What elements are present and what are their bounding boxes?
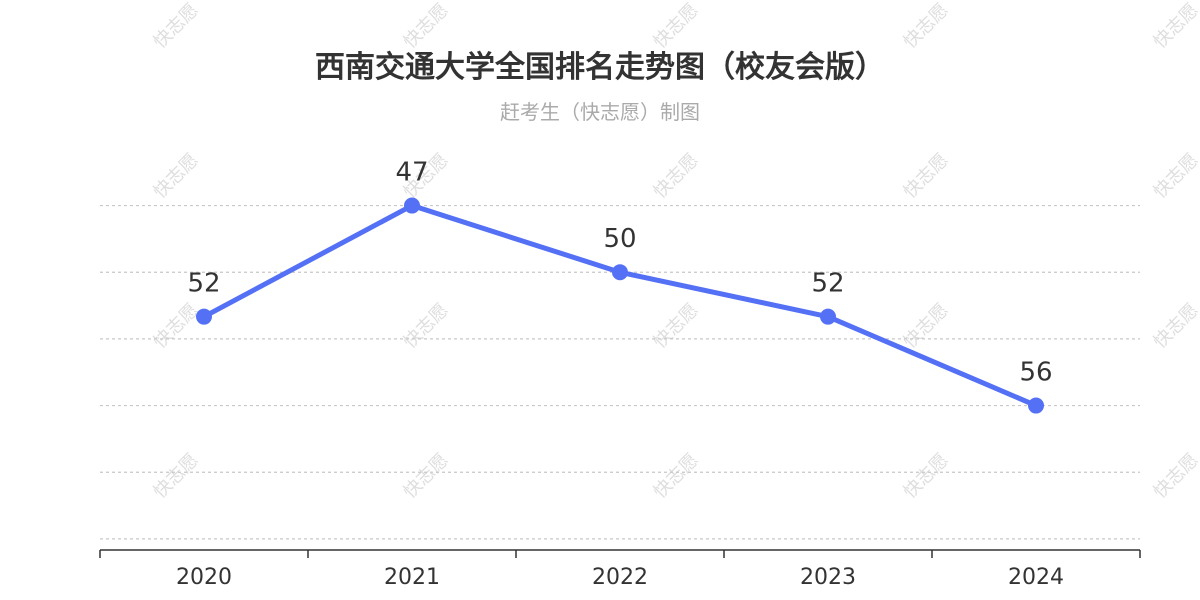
watermark-text: 快志愿 [1150, 150, 1200, 203]
data-label: 52 [811, 269, 844, 299]
watermark-text: 快志愿 [650, 0, 703, 53]
watermark-text: 快志愿 [900, 150, 953, 203]
gridlines [100, 204, 1140, 540]
watermark-text: 快志愿 [150, 300, 203, 353]
watermark-text: 快志愿 [400, 300, 453, 353]
watermark-text: 快志愿 [900, 450, 953, 503]
watermark-text: 快志愿 [1150, 300, 1200, 353]
data-points [196, 197, 1044, 414]
data-point [404, 197, 420, 214]
x-tick-label: 2024 [1008, 565, 1064, 590]
watermark-text: 快志愿 [150, 150, 203, 203]
data-label: 52 [187, 269, 220, 299]
watermark-text: 快志愿 [900, 300, 953, 353]
watermark-text: 快志愿 [150, 0, 203, 53]
watermark-text: 快志愿 [650, 300, 703, 353]
x-tick-label: 2020 [176, 565, 232, 590]
watermark-text: 快志愿 [650, 450, 703, 503]
chart-title: 西南交通大学全国排名走势图（校友会版） [315, 50, 885, 85]
x-tick-label: 2022 [592, 565, 648, 590]
watermark-text: 快志愿 [400, 450, 453, 503]
data-point [196, 308, 212, 325]
x-tick-label: 2021 [384, 565, 440, 590]
data-point [1028, 397, 1044, 414]
data-label: 50 [603, 224, 636, 254]
watermark-text: 快志愿 [650, 150, 703, 203]
watermark-text: 快志愿 [1150, 450, 1200, 503]
x-tick-label: 2023 [800, 565, 856, 590]
data-labels: 52 47 50 52 56 [187, 158, 1052, 388]
x-axis: 2020 2021 2022 2023 2024 [99, 549, 1141, 590]
watermark-text: 快志愿 [400, 0, 453, 53]
watermark-text: 快志愿 [900, 0, 953, 53]
data-point [820, 308, 836, 325]
watermark-text: 快志愿 [1150, 0, 1200, 53]
chart-subtitle: 赶考生（快志愿）制图 [500, 100, 700, 124]
data-label: 56 [1019, 358, 1052, 388]
data-label: 47 [395, 158, 428, 188]
watermark-text: 快志愿 [150, 450, 203, 503]
data-point [612, 264, 628, 281]
